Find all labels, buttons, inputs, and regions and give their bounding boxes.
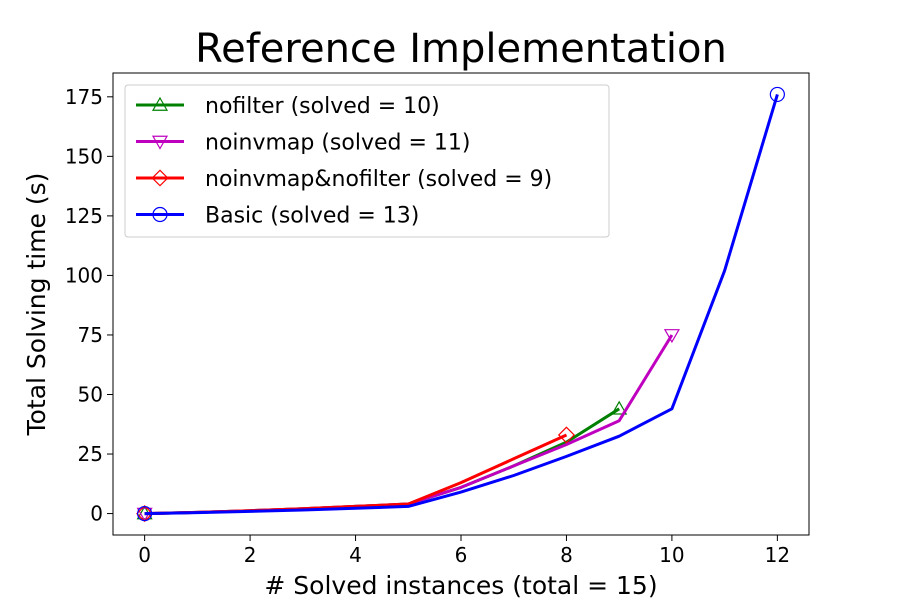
legend-box xyxy=(124,84,610,238)
x-tick-label: 2 xyxy=(244,543,257,567)
legend-label-3: Basic (solved = 13) xyxy=(205,204,419,229)
y-tick-label: 100 xyxy=(65,263,103,287)
legend-label-1: noinvmap (solved = 11) xyxy=(205,131,470,156)
y-tick-label: 150 xyxy=(65,144,103,168)
legend: nofilter (solved = 10) noinvmap (solved =… xyxy=(124,84,610,238)
x-tick-label: 12 xyxy=(765,543,790,567)
y-tick-label: 75 xyxy=(78,323,103,347)
y-tick-label: 50 xyxy=(78,382,103,406)
series-marker-1-10 xyxy=(663,329,680,344)
series-marker-0-9 xyxy=(611,400,628,415)
series-marker-2-8 xyxy=(557,426,576,444)
legend-marker-1 xyxy=(151,135,169,150)
series-marker-3-12 xyxy=(769,86,785,103)
plot-area xyxy=(136,86,785,523)
y-tick-label: 175 xyxy=(65,85,103,109)
series-line-3 xyxy=(144,93,779,516)
x-tick-label: 4 xyxy=(349,543,362,567)
series-marker-2-0 xyxy=(136,505,154,523)
chart-title: Reference Implementation xyxy=(195,26,727,72)
legend-label-2: noinvmap&nofilter (solved = 9) xyxy=(205,167,552,192)
legend-label-0: nofilter (solved = 10) xyxy=(205,94,440,119)
x-tick-label: 0 xyxy=(138,543,151,567)
y-axis-label: Total Solving time (s) xyxy=(22,173,51,437)
legend-marker-2 xyxy=(151,169,169,187)
y-tick-label: 25 xyxy=(78,442,103,466)
x-tick-label: 8 xyxy=(560,543,573,567)
x-tick-label: 6 xyxy=(455,543,468,567)
y-tick-label: 0 xyxy=(90,502,103,526)
axis-ticks: 0 2 4 6 8 10 12 0 25 50 75 100 125 150 175 xyxy=(65,85,790,567)
legend-marker-0 xyxy=(151,96,169,111)
x-axis-label: # Solved instances (total = 15) xyxy=(264,571,657,600)
legend-marker-3 xyxy=(152,206,168,223)
y-tick-label: 125 xyxy=(65,204,103,228)
x-tick-label: 10 xyxy=(659,543,684,567)
series-marker-3-0 xyxy=(137,505,153,522)
